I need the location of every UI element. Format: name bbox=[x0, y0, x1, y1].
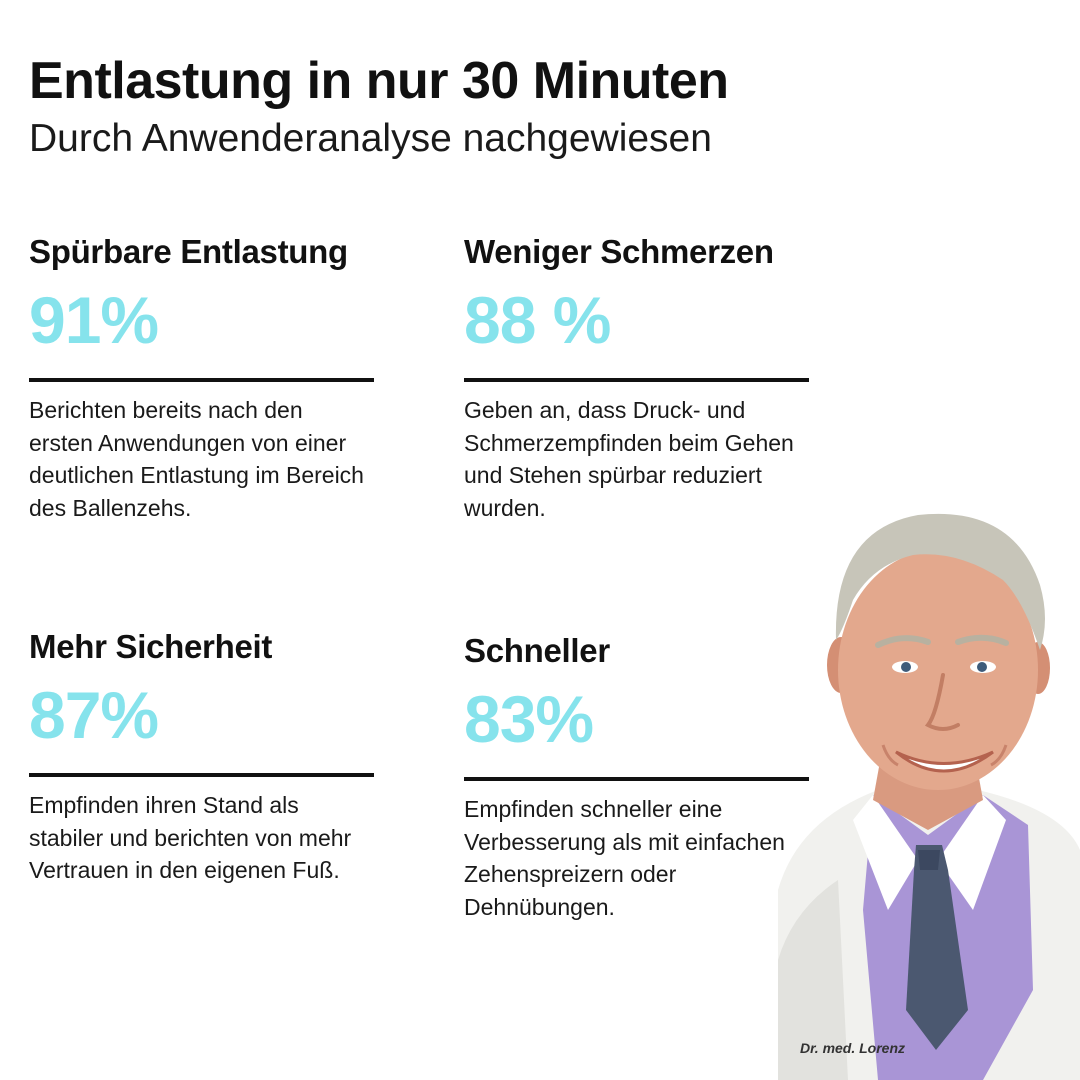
stat-description: Empfinden schneller eine Verbesserung al… bbox=[464, 796, 785, 920]
stat-description: Berichten bereits nach den ersten Anwend… bbox=[29, 397, 364, 521]
doctor-portrait bbox=[778, 490, 1080, 1080]
doctor-caption: Dr. med. Lorenz bbox=[800, 1040, 906, 1056]
stat-description: Geben an, dass Druck- und Schmerzempfind… bbox=[464, 397, 794, 521]
stat-block-more-security: Mehr Sicherheit 87% Empfinden ihren Stan… bbox=[29, 627, 389, 887]
stat-percentage: 91% bbox=[29, 282, 159, 357]
stat-percentage: 87% bbox=[29, 677, 159, 752]
divider bbox=[464, 777, 809, 782]
stat-block-less-pain: Weniger Schmerzen 88 % Geben an, dass Dr… bbox=[464, 232, 824, 524]
page-subtitle: Durch Anwenderanalyse nachgewiesen bbox=[29, 117, 712, 160]
stat-percentage: 88 % bbox=[464, 282, 611, 357]
stat-heading: Spürbare Entlastung bbox=[29, 233, 348, 270]
stat-block-relief: Spürbare Entlastung 91% Berichten bereit… bbox=[29, 232, 389, 524]
divider bbox=[29, 378, 374, 383]
divider bbox=[29, 773, 374, 778]
stat-percentage: 83% bbox=[464, 681, 594, 756]
stat-description: Empfinden ihren Stand als stabiler und b… bbox=[29, 792, 352, 884]
stat-heading: Weniger Schmerzen bbox=[464, 233, 774, 270]
stat-heading: Mehr Sicherheit bbox=[29, 628, 273, 665]
stat-block-faster: Schneller 83% Empfinden schneller eine V… bbox=[464, 631, 824, 923]
divider bbox=[464, 378, 809, 383]
stat-heading: Schneller bbox=[464, 632, 610, 669]
page-title: Entlastung in nur 30 Minuten bbox=[29, 52, 729, 110]
